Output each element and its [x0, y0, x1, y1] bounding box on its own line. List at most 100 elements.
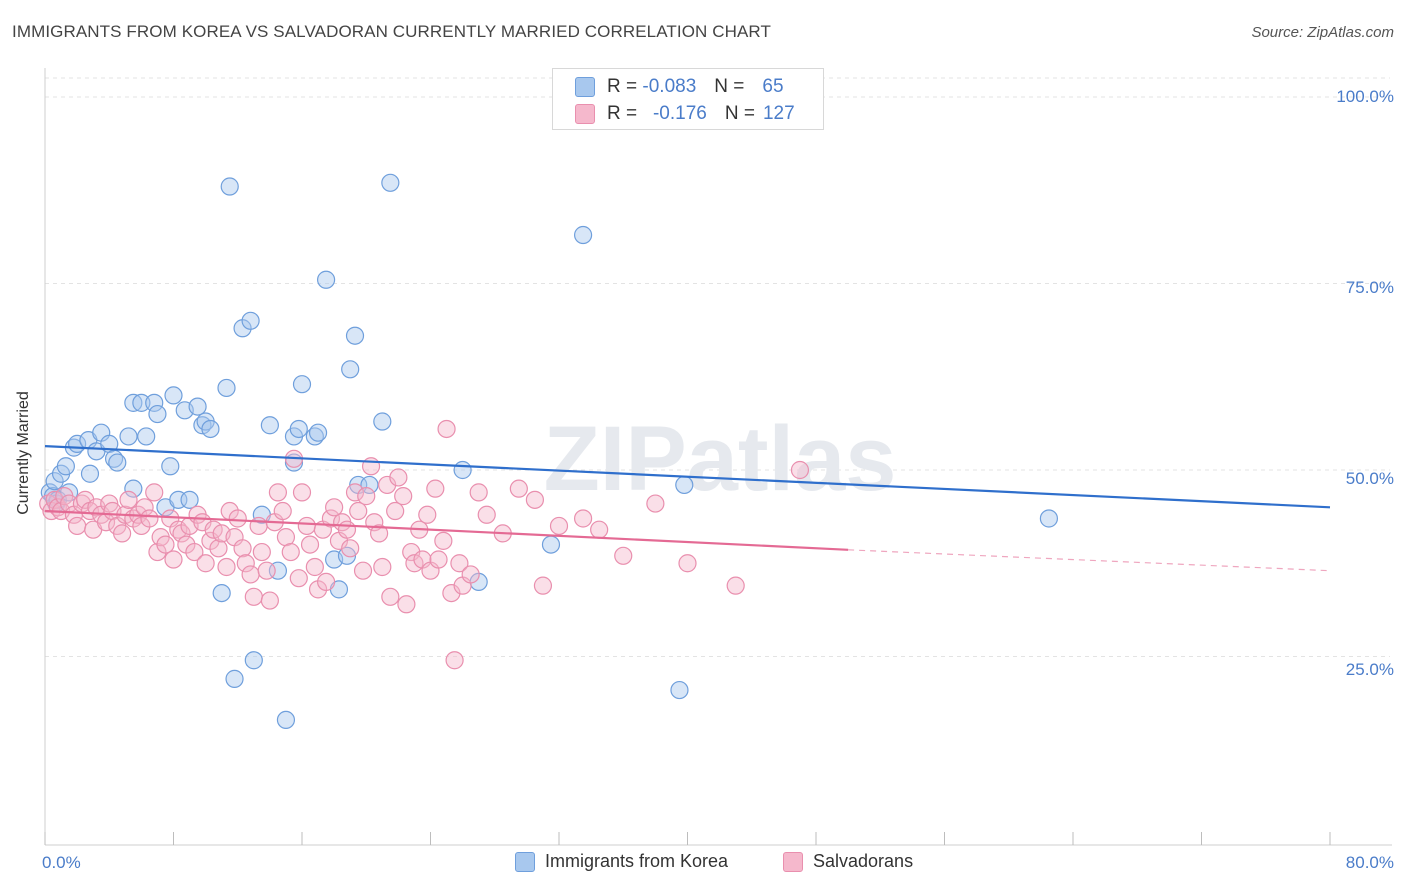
salvadoran-point	[185, 542, 204, 562]
source-label: Source: ZipAtlas.com	[1251, 24, 1394, 41]
salvadoran-point	[646, 494, 665, 513]
salvadoran-point	[337, 520, 357, 539]
salvadoran-point	[397, 595, 416, 614]
korea-point	[316, 270, 336, 289]
korea-point	[180, 490, 199, 509]
axes	[44, 68, 1392, 846]
salvadoran-point	[233, 539, 252, 558]
korea-point	[145, 393, 164, 412]
korea-point	[188, 397, 207, 416]
legend-item-korea: Immigrants from Korea	[515, 851, 728, 872]
y-axis-label: Currently Married	[15, 391, 32, 515]
salvadoran-point	[341, 539, 360, 558]
salvadoran-point	[477, 505, 496, 524]
salvadoran-trend-line	[44, 509, 849, 551]
korea-point	[360, 475, 379, 495]
salvadoran-point	[321, 509, 341, 528]
salvadoran-point	[281, 542, 300, 562]
salvadoran-point	[228, 509, 247, 528]
salvadoran-point	[241, 565, 260, 584]
salvadoran-point	[386, 501, 405, 521]
salvadoran-point	[614, 546, 633, 565]
korea-point	[225, 669, 244, 688]
korea-point	[289, 419, 308, 439]
korea-point	[201, 419, 220, 439]
korea-point	[453, 460, 472, 480]
r-value: -0.083	[642, 76, 697, 97]
salvadoran-point	[434, 531, 453, 550]
korea-point	[119, 427, 138, 446]
salvadoran-point	[573, 509, 593, 528]
y-tick-label-50: 50.0%	[1345, 469, 1394, 488]
salvadoran-point	[156, 535, 175, 554]
x-tick-label-min: 0.0%	[42, 853, 81, 872]
salvadoran-point	[549, 516, 569, 536]
stats-legend: R = -0.083 N = 65 R = -0.176 N = 127	[552, 68, 824, 130]
trend-lines	[44, 445, 1331, 572]
salvadoran-point	[268, 483, 288, 502]
korea-point	[1039, 509, 1059, 528]
salvadoran-point	[112, 524, 132, 543]
salvadoran-point	[257, 561, 276, 580]
n-value: 127	[762, 103, 795, 124]
salvadoran-point	[345, 483, 365, 502]
korea-point	[148, 404, 167, 424]
salvadoran-point	[316, 572, 336, 592]
salvadoran-point	[418, 505, 437, 524]
x-tick-label-max: 80.0%	[1345, 853, 1394, 872]
salvadoran-point	[437, 419, 456, 439]
n-label: N =	[714, 76, 745, 97]
n-label: N =	[724, 103, 755, 124]
salvadoran-point	[305, 557, 324, 577]
legend-label-salvadoran: Salvadorans	[813, 851, 914, 871]
watermark: ZIPatlas	[544, 408, 897, 510]
salvadoran-point	[145, 483, 164, 502]
korea-point	[108, 453, 127, 472]
korea-point	[80, 464, 100, 483]
legend-label-korea: Immigrants from Korea	[545, 851, 729, 871]
korea-point	[276, 710, 296, 730]
salvadoran-point	[469, 483, 488, 502]
korea-point	[675, 475, 694, 495]
salvadoran-point	[726, 576, 745, 595]
salvadoran-point	[244, 587, 263, 606]
legend-row-korea: R = -0.083 N = 65	[575, 73, 784, 101]
korea-point	[164, 386, 183, 405]
korea-point	[292, 375, 312, 394]
korea-point	[541, 535, 561, 554]
n-value: 65	[762, 76, 784, 97]
salvadoran-point	[140, 509, 159, 528]
salvadoran-point	[461, 565, 480, 584]
salvadoran-point	[509, 479, 528, 498]
korea-swatch	[515, 851, 535, 872]
salvadoran-point	[68, 516, 87, 536]
legend-row-salvadoran: R = -0.176 N = 127	[575, 100, 795, 128]
salvadoran-point	[164, 550, 183, 569]
r-label: R =	[607, 103, 638, 124]
salvadoran-trend-extension	[848, 549, 1331, 572]
salvadoran-point	[209, 539, 228, 558]
korea-swatch	[575, 77, 595, 97]
salvadoran-point	[790, 460, 810, 480]
r-label: R =	[607, 76, 638, 97]
korea-point	[341, 360, 360, 379]
salvadoran-point	[217, 557, 236, 577]
salvadoran-point	[119, 490, 138, 509]
salvadoran-swatch	[783, 851, 803, 872]
korea-point	[161, 457, 180, 476]
salvadoran-point	[450, 554, 469, 573]
salvadoran-point	[196, 554, 215, 573]
korea-point	[670, 680, 689, 700]
salvadoran-point	[353, 561, 373, 580]
salvadoran-point	[289, 569, 308, 588]
korea-point	[56, 457, 75, 476]
salvadoran-point	[426, 479, 445, 498]
korea-point	[212, 583, 231, 603]
korea-point	[381, 173, 400, 192]
legend-item-salvadoran: Salvadorans	[783, 851, 913, 872]
korea-trend-line	[44, 445, 1331, 509]
salvadoran-point	[300, 535, 320, 554]
salvadoran-point	[325, 498, 344, 517]
korea-point	[373, 412, 392, 431]
